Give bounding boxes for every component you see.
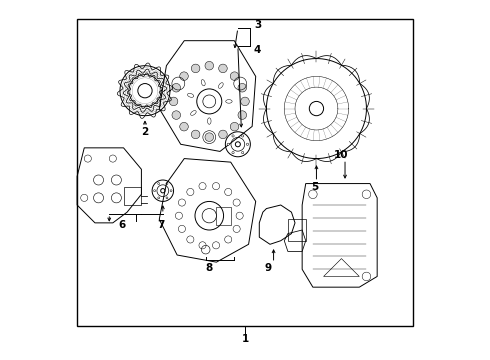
Circle shape [230, 122, 239, 131]
Circle shape [224, 188, 232, 195]
Text: 3: 3 [254, 19, 261, 30]
Text: 9: 9 [265, 262, 272, 273]
Circle shape [180, 122, 188, 131]
Circle shape [242, 135, 244, 137]
Circle shape [166, 183, 168, 185]
Circle shape [170, 190, 172, 192]
Circle shape [242, 152, 244, 154]
Circle shape [213, 183, 220, 190]
Bar [288, 219, 306, 241]
Circle shape [213, 242, 220, 249]
Circle shape [180, 72, 188, 80]
Text: 8: 8 [206, 262, 213, 273]
Circle shape [172, 84, 180, 92]
Circle shape [158, 183, 160, 185]
Circle shape [199, 242, 206, 249]
Circle shape [232, 152, 234, 154]
Circle shape [178, 225, 186, 233]
Circle shape [241, 97, 249, 106]
Circle shape [169, 97, 178, 106]
Circle shape [233, 199, 240, 206]
Circle shape [238, 111, 246, 120]
Circle shape [233, 225, 240, 233]
Text: 7: 7 [157, 220, 165, 230]
Circle shape [219, 130, 227, 139]
Circle shape [232, 135, 234, 137]
Circle shape [154, 190, 155, 192]
Bar [217, 207, 231, 225]
Bar [123, 187, 142, 205]
Circle shape [205, 62, 214, 70]
Circle shape [199, 183, 206, 190]
Circle shape [227, 143, 229, 145]
Circle shape [205, 133, 214, 141]
Text: 1: 1 [242, 334, 248, 344]
Circle shape [230, 72, 239, 80]
Circle shape [191, 64, 200, 73]
Bar [77, 19, 413, 327]
Circle shape [158, 197, 160, 199]
Circle shape [191, 130, 200, 139]
Circle shape [172, 111, 180, 120]
Circle shape [219, 64, 227, 73]
Text: 4: 4 [254, 45, 261, 55]
Circle shape [236, 212, 243, 219]
Circle shape [246, 143, 248, 145]
Circle shape [187, 236, 194, 243]
Text: 10: 10 [334, 150, 349, 160]
Text: 5: 5 [311, 182, 318, 192]
Circle shape [224, 236, 232, 243]
Circle shape [178, 199, 186, 206]
Text: 6: 6 [118, 220, 125, 230]
Circle shape [187, 188, 194, 195]
Circle shape [175, 212, 182, 219]
Circle shape [238, 84, 246, 92]
Text: 2: 2 [141, 127, 148, 137]
Circle shape [166, 197, 168, 199]
